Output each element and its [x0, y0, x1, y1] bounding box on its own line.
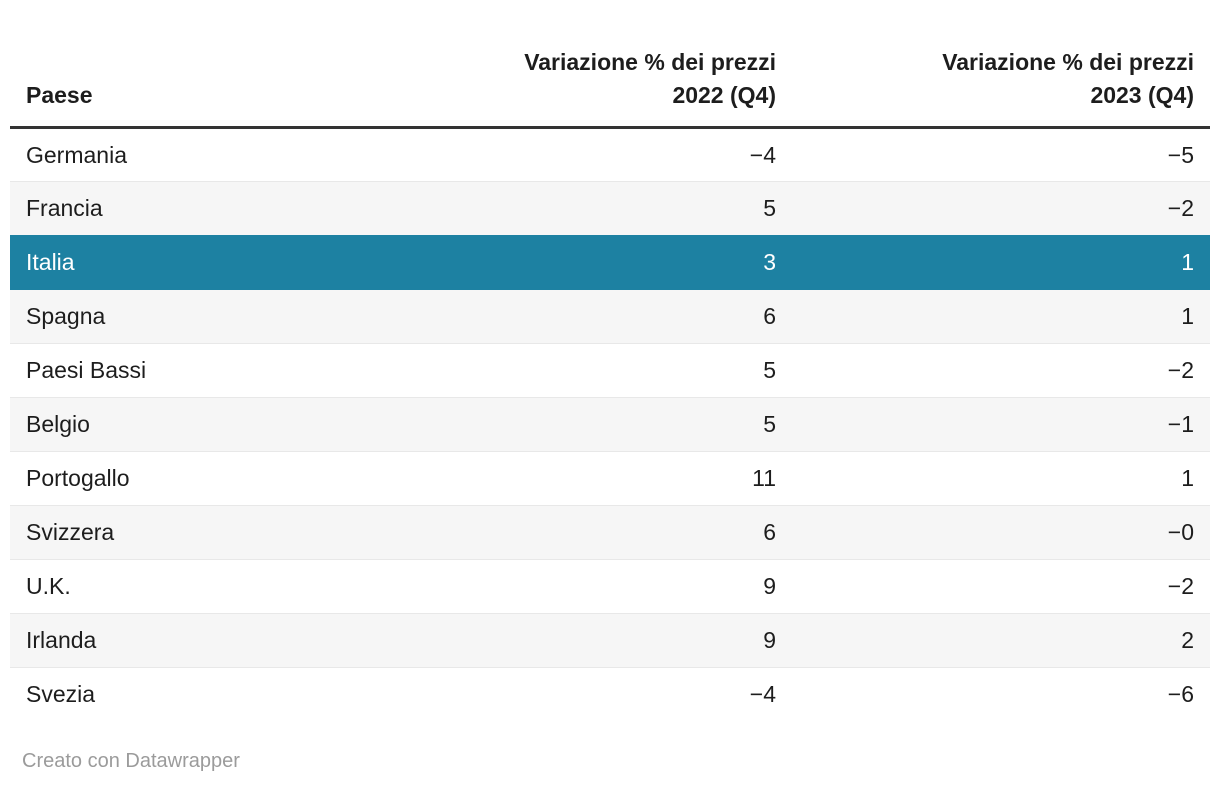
table-row-svezia: Svezia −4 −6 — [10, 667, 1210, 722]
country-cell: Svezia — [10, 667, 450, 722]
table-row-svizzera: Svizzera 6 −0 — [10, 505, 1210, 560]
value-2023-cell: −5 — [1167, 141, 1194, 168]
value-2023-cell: −2 — [792, 343, 1210, 398]
header-row: Paese Variazione % dei prezzi 2022 (Q4) … — [10, 16, 1210, 129]
country-cell: Spagna — [10, 289, 450, 344]
value-2022-cell: 5 — [450, 343, 792, 398]
table-row-germania: Germania −4 −5 — [10, 128, 1210, 182]
value-2023-cell: −2 — [792, 181, 1210, 236]
value-2022-cell: −4 — [749, 141, 776, 168]
table-row-italia-highlighted: Italia 3 1 — [10, 235, 1210, 290]
table-header: Paese Variazione % dei prezzi 2022 (Q4) … — [10, 16, 1210, 129]
footer: Creato con Datawrapper — [10, 750, 1210, 773]
value-2023-cell: 1 — [792, 289, 1210, 344]
value-2023-cell: 1 — [792, 451, 1210, 506]
country-cell: Svizzera — [10, 505, 450, 560]
table-row-francia: Francia 5 −2 — [10, 181, 1210, 236]
value-2022-cell: 5 — [450, 181, 792, 236]
country-cell: Irlanda — [10, 613, 450, 668]
table-body: Germania −4 −5 Francia 5 −2 Italia 3 1 S… — [10, 128, 1210, 722]
value-2023-cell: 1 — [792, 235, 1210, 290]
price-change-table: Paese Variazione % dei prezzi 2022 (Q4) … — [10, 16, 1210, 722]
value-2022-cell: 6 — [450, 505, 792, 560]
table-row-paesi-bassi: Paesi Bassi 5 −2 — [10, 343, 1210, 398]
country-cell: Francia — [10, 181, 450, 236]
value-2023-cell: 2 — [792, 613, 1210, 668]
value-2022-cell: 3 — [450, 235, 792, 290]
table-row-portogallo: Portogallo 11 1 — [10, 451, 1210, 506]
table-row-uk: U.K. 9 −2 — [10, 559, 1210, 614]
table-row-belgio: Belgio 5 −1 — [10, 397, 1210, 452]
country-cell: Portogallo — [10, 451, 450, 506]
country-cell: Belgio — [10, 397, 450, 452]
country-cell: Paesi Bassi — [10, 343, 450, 398]
value-2022-cell: 9 — [450, 559, 792, 614]
value-2023-cell: −1 — [792, 397, 1210, 452]
value-2023-cell: −0 — [792, 505, 1210, 560]
column-header-paese: Paese — [10, 16, 450, 129]
country-cell: Italia — [10, 235, 450, 290]
country-cell: U.K. — [10, 559, 450, 614]
value-2023-cell: −2 — [792, 559, 1210, 614]
value-2023-cell: −6 — [792, 667, 1210, 722]
attribution-link[interactable]: Creato con Datawrapper — [22, 749, 240, 772]
value-2022-cell: 11 — [450, 451, 792, 506]
country-cell: Germania — [26, 141, 127, 168]
value-2022-cell: 5 — [450, 397, 792, 452]
column-header-2022-q4: Variazione % dei prezzi 2022 (Q4) — [450, 16, 792, 129]
value-2022-cell: 6 — [450, 289, 792, 344]
table-row-spagna: Spagna 6 1 — [10, 289, 1210, 344]
column-header-2023-q4: Variazione % dei prezzi 2023 (Q4) — [792, 16, 1210, 129]
value-2022-cell: −4 — [450, 667, 792, 722]
value-2022-cell: 9 — [450, 613, 792, 668]
table-row-irlanda: Irlanda 9 2 — [10, 613, 1210, 668]
